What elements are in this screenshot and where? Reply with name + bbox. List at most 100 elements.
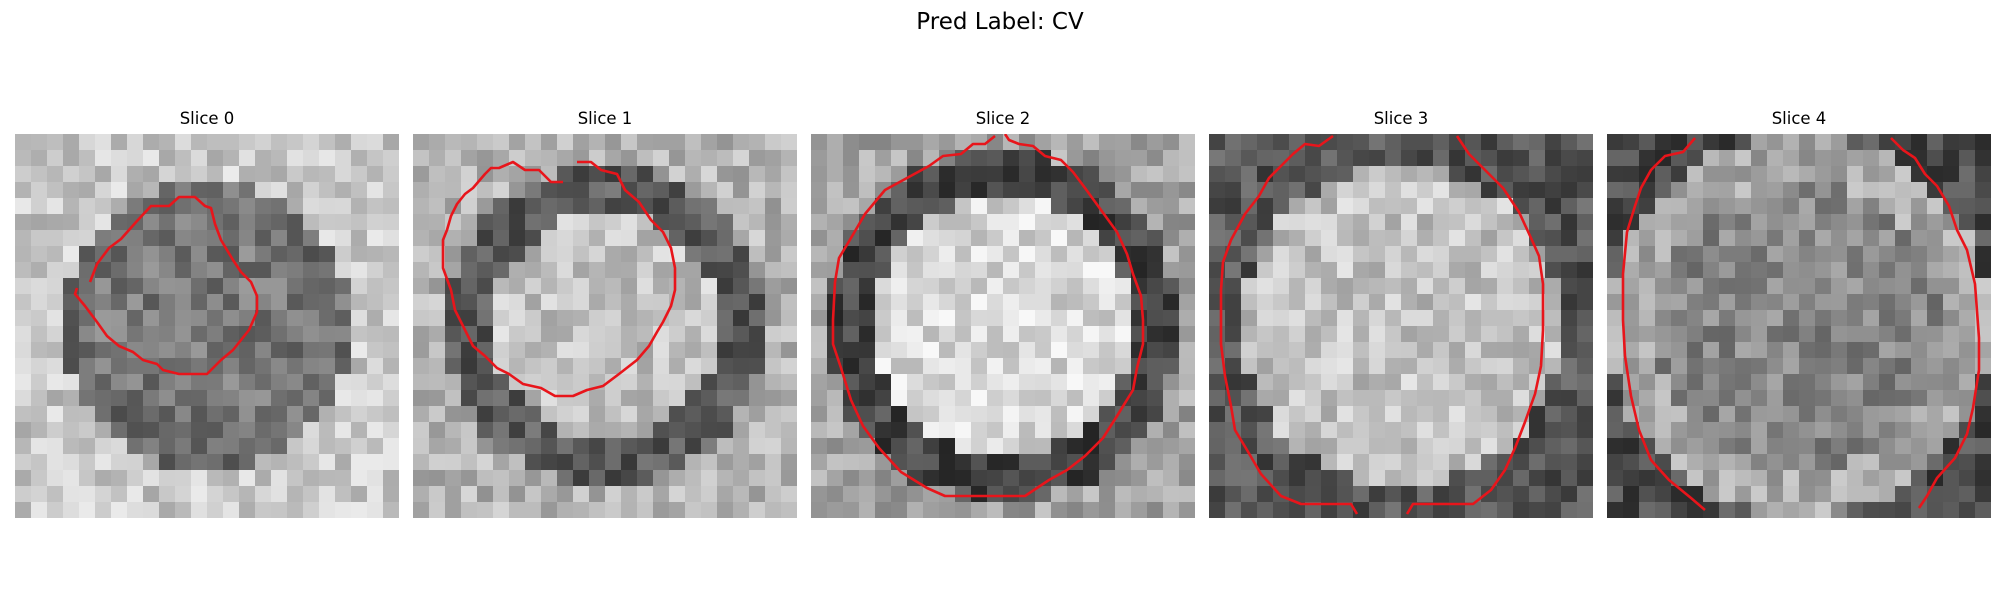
image-pixel [525,406,541,422]
image-pixel [223,438,239,454]
image-pixel [1655,406,1671,422]
image-pixel [1115,166,1131,182]
image-pixel [509,342,525,358]
image-pixel [1639,310,1655,326]
image-pixel [1337,438,1353,454]
image-pixel [1831,358,1847,374]
image-pixel [971,182,987,198]
image-pixel [765,406,781,422]
image-pixel [557,246,573,262]
image-pixel [1385,454,1401,470]
image-pixel [255,166,271,182]
image-pixel [477,406,493,422]
image-pixel [1417,278,1433,294]
image-pixel [1943,150,1959,166]
image-pixel [1767,438,1783,454]
image-pixel [175,406,191,422]
image-pixel [127,326,143,342]
image-pixel [1561,150,1577,166]
image-pixel [1911,406,1927,422]
image-pixel [95,342,111,358]
image-pixel [573,326,589,342]
image-pixel [1067,326,1083,342]
image-pixel [843,342,859,358]
image-pixel [445,502,461,518]
image-pixel [875,294,891,310]
image-pixel [335,134,351,150]
image-pixel [1449,294,1465,310]
image-pixel [79,406,95,422]
image-pixel [445,182,461,198]
image-pixel [1433,278,1449,294]
image-pixel [637,150,653,166]
image-pixel [1751,470,1767,486]
image-pixel [749,278,765,294]
image-pixel [781,390,797,406]
image-pixel [1241,166,1257,182]
image-pixel [1687,310,1703,326]
image-pixel [383,150,399,166]
image-pixel [1369,438,1385,454]
image-pixel [319,230,335,246]
grayscale-pixel-grid [811,134,1195,518]
image-pixel [749,422,765,438]
image-pixel [1035,358,1051,374]
image-pixel [429,262,445,278]
image-pixel [1561,230,1577,246]
image-pixel [1767,214,1783,230]
image-pixel [749,150,765,166]
image-pixel [413,246,429,262]
image-pixel [1751,342,1767,358]
image-pixel [1003,198,1019,214]
image-pixel [1131,214,1147,230]
slice-image [413,134,797,518]
image-pixel [1815,358,1831,374]
image-pixel [159,374,175,390]
image-pixel [1847,134,1863,150]
image-pixel [859,230,875,246]
image-pixel [319,390,335,406]
image-pixel [1735,134,1751,150]
image-pixel [923,502,939,518]
image-pixel [1975,390,1991,406]
image-pixel [1115,342,1131,358]
image-pixel [383,342,399,358]
image-pixel [1433,342,1449,358]
image-pixel [351,262,367,278]
image-pixel [1655,422,1671,438]
image-pixel [573,134,589,150]
image-pixel [1577,150,1593,166]
image-pixel [1337,454,1353,470]
image-pixel [1607,358,1623,374]
image-pixel [1481,406,1497,422]
image-pixel [1481,342,1497,358]
image-pixel [31,374,47,390]
image-pixel [1273,246,1289,262]
image-pixel [843,294,859,310]
image-pixel [319,342,335,358]
image-pixel [445,438,461,454]
image-pixel [191,374,207,390]
image-pixel [1975,262,1991,278]
image-pixel [749,214,765,230]
image-pixel [1115,182,1131,198]
image-pixel [429,422,445,438]
image-pixel [1321,278,1337,294]
image-pixel [477,438,493,454]
image-pixel [1305,198,1321,214]
image-pixel [541,230,557,246]
image-pixel [1225,166,1241,182]
image-pixel [1895,390,1911,406]
image-pixel [31,214,47,230]
image-pixel [223,390,239,406]
image-pixel [765,134,781,150]
image-pixel [1257,278,1273,294]
image-pixel [987,486,1003,502]
image-pixel [159,150,175,166]
image-pixel [923,166,939,182]
image-pixel [1131,358,1147,374]
image-pixel [955,454,971,470]
image-pixel [1433,438,1449,454]
image-pixel [1655,358,1671,374]
image-pixel [1083,358,1099,374]
